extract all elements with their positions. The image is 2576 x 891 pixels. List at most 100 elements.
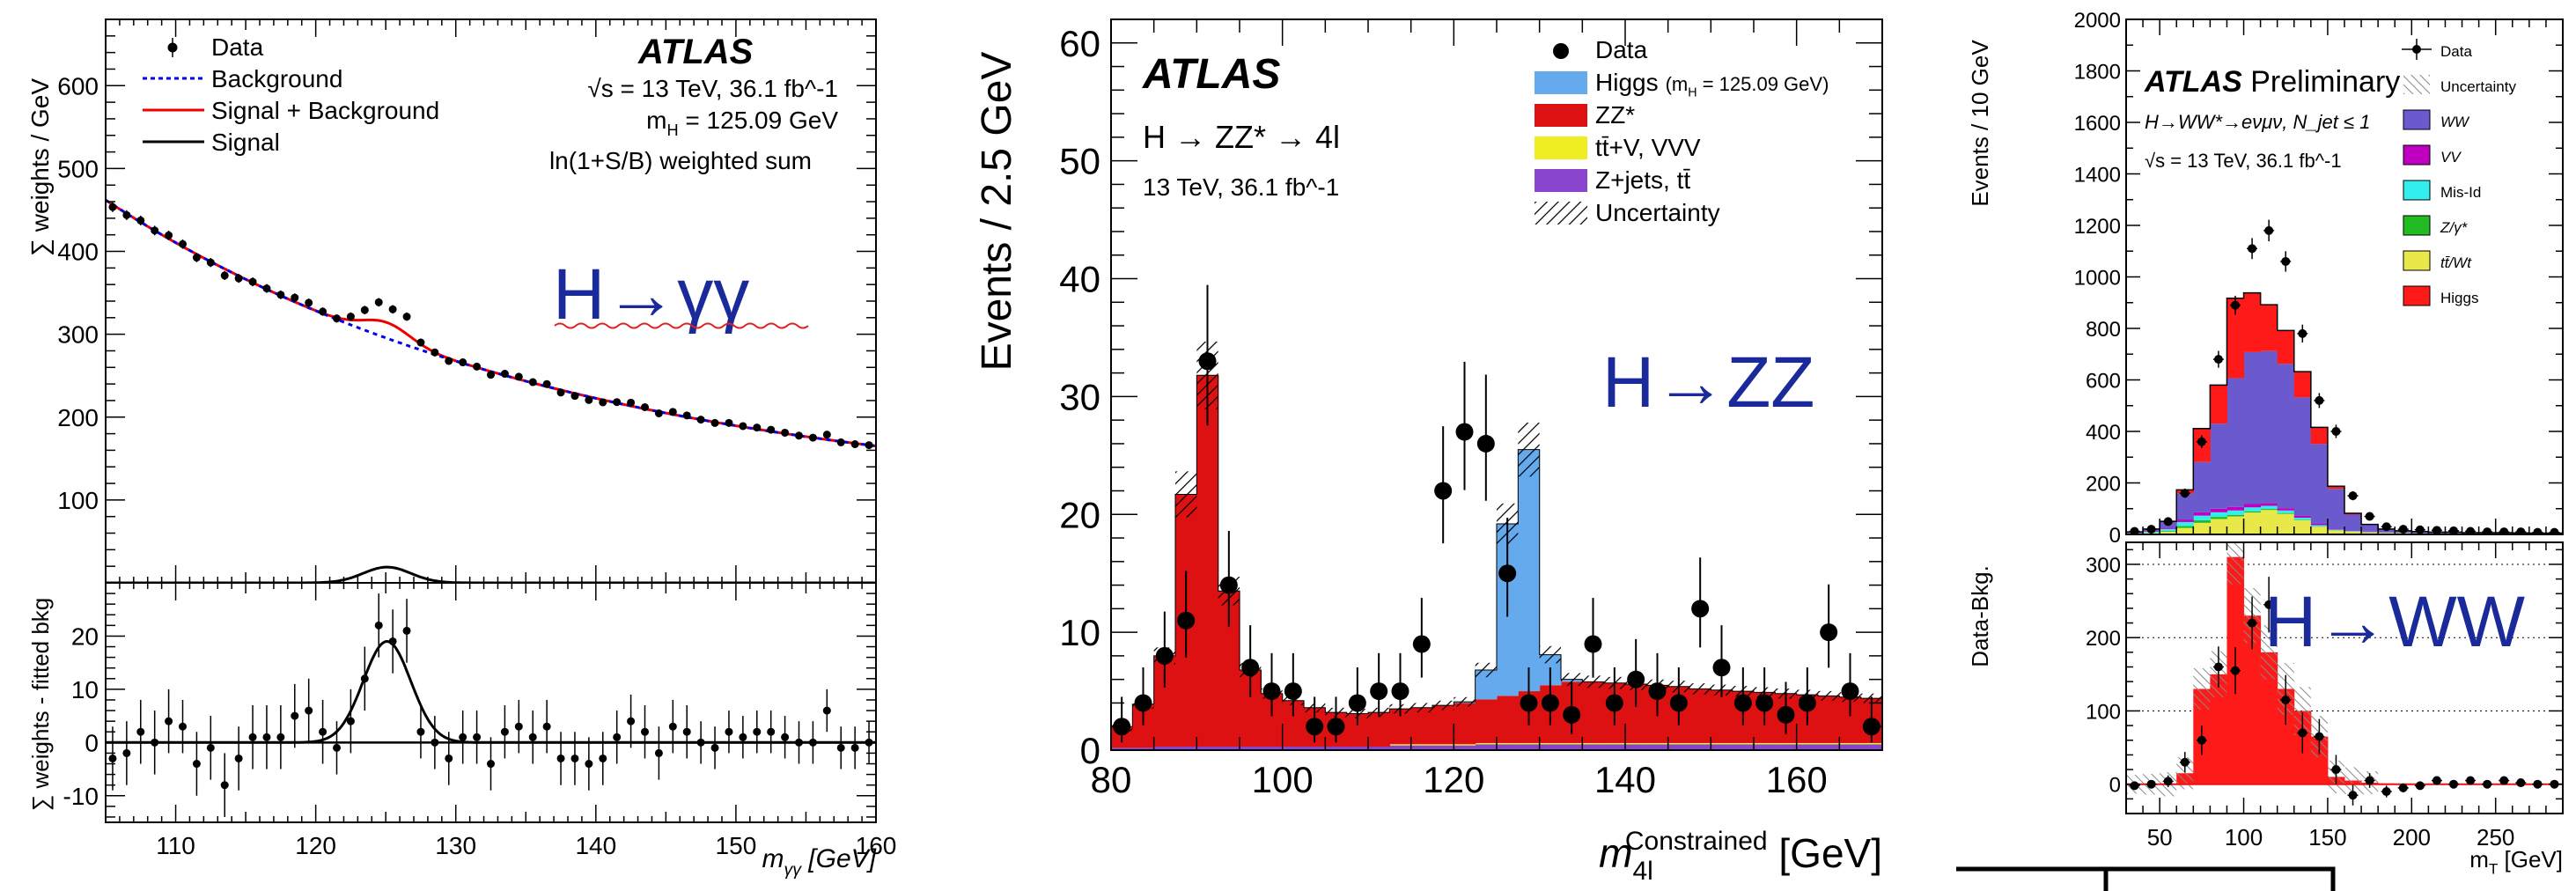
hzz-y-tick-label: 50 (1059, 141, 1100, 182)
hww-legend-swatch (2403, 285, 2431, 306)
hgg-residual-point (122, 748, 131, 757)
hww-panel: 50 100 150 200 25002004006008001000120014001… (1956, 9, 2564, 891)
hgg-info-mass: mH​ = 125.09 GeV (646, 107, 838, 139)
hww-stack-bar (2226, 506, 2245, 511)
hzz-y-tick-label: 40 (1059, 259, 1100, 300)
hgg-info-energy: √s = 13 TeV, 36.1 fb^-1 (587, 75, 838, 102)
hgg-residual-point (627, 717, 636, 725)
hgg-data-point (696, 416, 705, 424)
hzz-stack-bar (1454, 744, 1476, 746)
hzz-stack-bar (1261, 746, 1284, 750)
hww-data-point (2365, 512, 2374, 521)
hgg-data-point (767, 425, 776, 434)
hww-x-tick-label: 250 (2477, 824, 2514, 850)
hgg-data-point (262, 284, 271, 293)
hzz-legend-marker (1553, 43, 1569, 59)
hzz-stack-bar (1410, 707, 1433, 745)
hzz-data-point (1563, 705, 1581, 724)
hww-residual-point (2213, 662, 2223, 672)
hzz-stack-bar (1754, 744, 1776, 750)
hzz-data-point (1841, 682, 1859, 701)
hww-legend-label: Mis-Id (2440, 184, 2481, 201)
hgg-residual-point (668, 722, 677, 731)
hgg-residual-point (262, 733, 271, 741)
hww-stack-bar (2176, 521, 2194, 526)
hgg-main-plot (106, 198, 876, 583)
hww-stack-bar (2293, 515, 2312, 518)
hzz-stack-bar (1389, 745, 1412, 750)
hgg-residual-point (613, 733, 622, 741)
hgg-data-point (319, 307, 328, 316)
hgg-residual-point (291, 711, 299, 720)
hgg-residual-point (641, 727, 649, 736)
hgg-data-point (165, 231, 173, 239)
hww-residual-point (2231, 666, 2240, 675)
hgg-residual-point (822, 706, 831, 715)
hgg-data-point (668, 408, 677, 416)
hgg-data-point (192, 254, 201, 262)
hww-data-point (2231, 300, 2240, 310)
hgg-y-tick-label: 500 (57, 155, 99, 182)
hww-ratio-higgs-bar (2243, 615, 2262, 784)
hzz-stack-bar (1539, 744, 1562, 750)
hzz-stack-bar (1796, 744, 1819, 750)
hgg-residual-point (654, 748, 663, 757)
hww-stack-bar (2310, 526, 2329, 534)
hzz-stack-bar (1603, 742, 1626, 745)
hgg-residual-point (416, 727, 425, 736)
hww-atlas-line: ATLAS Preliminary (2144, 65, 2400, 99)
hzz-data-point (1455, 423, 1474, 441)
hww-ratio-ylabel: Data-Bkg. (1967, 565, 1993, 667)
hww-data-point (2483, 527, 2492, 534)
hgg-residual-point (599, 754, 607, 762)
hzz-stack-bar (1325, 746, 1348, 750)
hzz-stack-bar (1389, 744, 1412, 746)
hww-residual-point (2264, 600, 2274, 609)
hww-y-tick-label: 1400 (2074, 164, 2121, 188)
hww-residual-point (2466, 776, 2476, 785)
hww-data-point (2130, 526, 2139, 534)
hgg-data-point (206, 258, 215, 267)
hgg-background-curve (106, 198, 876, 448)
hgg-data-point (360, 306, 369, 314)
hww-x-tick-label: 100 (2225, 824, 2263, 850)
hzz-data-point (1155, 646, 1174, 665)
hww-data-point (2298, 328, 2307, 338)
hww-stack-bar (2361, 525, 2379, 532)
hzz-stack-bar (1432, 745, 1454, 750)
hzz-stack-bar (1240, 746, 1262, 750)
hww-stack-bar (2260, 509, 2278, 511)
hzz-data-point (1627, 670, 1645, 688)
hww-stack-bar (2310, 525, 2329, 526)
hzz-info-energy: 13 TeV, 36.1 fb^-1 (1143, 173, 1339, 201)
hgg-data-point (556, 388, 565, 397)
hgg-residual-plot (106, 593, 876, 817)
hzz-data-point (1648, 682, 1667, 701)
hgg-residual-point (696, 738, 705, 747)
hww-ratio-higgs-bar (2260, 652, 2278, 784)
hgg-residual-point (388, 637, 397, 645)
hzz-stack-bar (1860, 742, 1882, 745)
hgg-legend-marker (167, 42, 178, 53)
hzz-y-tick-label: 0 (1080, 730, 1100, 771)
hzz-y-tick-label: 60 (1059, 23, 1100, 64)
hww-residual-point (2180, 757, 2190, 767)
hww-residual-point (2398, 783, 2408, 792)
hww-y-tick-label: 1800 (2074, 61, 2121, 85)
hzz-data-point (1134, 694, 1152, 712)
hzz-stack-bar (1196, 746, 1219, 750)
hww-residual-point (2281, 695, 2291, 704)
hww-data-point (2163, 517, 2173, 526)
hzz-x-tick-label: 140 (1594, 759, 1656, 800)
hww-residual-point (2348, 791, 2358, 800)
hww-data-point (2264, 225, 2274, 235)
hgg-data-point (795, 431, 803, 440)
hgg-legend-label: Data (211, 33, 264, 61)
hgg-residual-point (360, 674, 369, 683)
hzz-stack-bar (1860, 744, 1882, 750)
hzz-legend-label: tt̄+V, VVV (1595, 134, 1701, 161)
hgg-data-point (585, 395, 593, 404)
hww-residual-point (2516, 778, 2526, 788)
hww-stack-bar (2310, 427, 2329, 445)
